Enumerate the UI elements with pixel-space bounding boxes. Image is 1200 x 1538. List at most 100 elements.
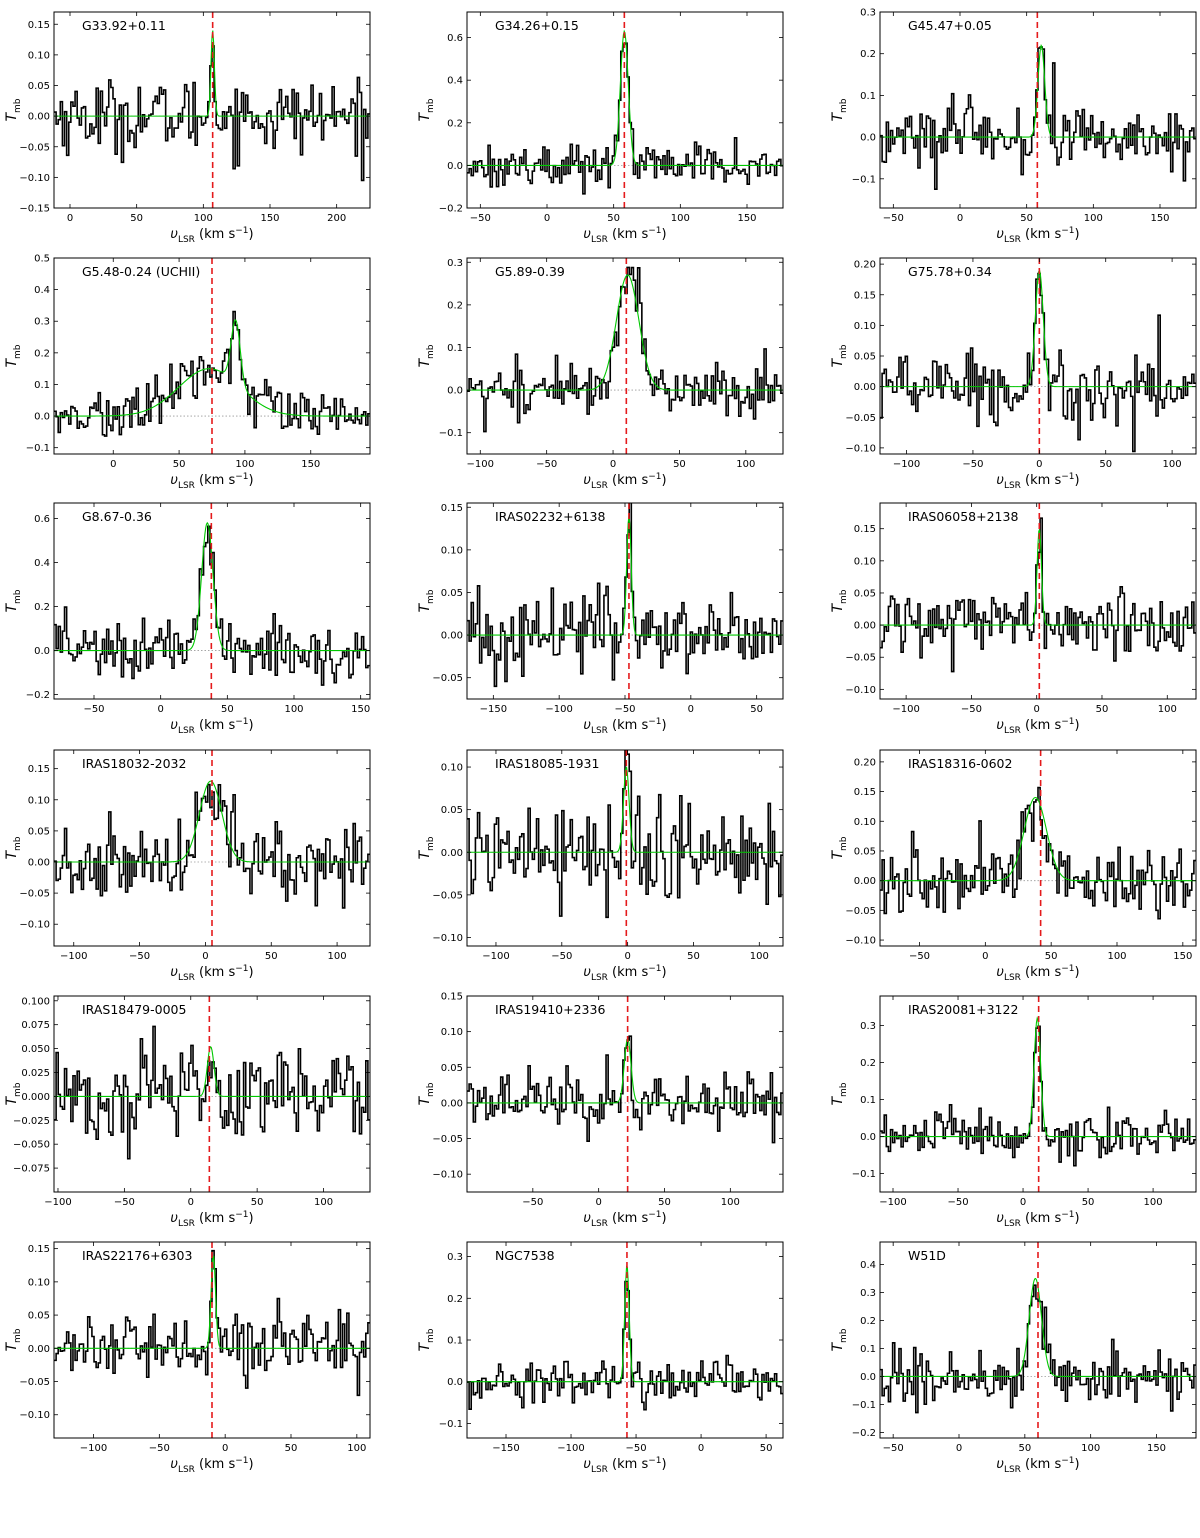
y-tick-label: 0.3: [447, 258, 463, 269]
y-tick-label: 0.0: [34, 412, 50, 423]
axes-frame: [879, 749, 1197, 947]
observed-spectrum: [54, 1025, 370, 1160]
source-name: IRAS22176+6303: [82, 1248, 192, 1263]
axes-frame: [466, 257, 784, 455]
source-name: G5.48-0.24 (UCHII): [82, 264, 200, 279]
axes-frame: [466, 995, 784, 1193]
axes-frame: [53, 502, 371, 700]
gaussian-fit-curve: [54, 521, 370, 652]
x-axis-label: υLSR (km s−1): [583, 226, 666, 245]
x-tick-label: 200: [327, 213, 346, 224]
y-tick-label: −0.10: [432, 933, 463, 944]
gaussian-fit-curve: [54, 1045, 370, 1097]
x-tick-label: 0: [222, 1443, 228, 1454]
y-tick-label: 0.05: [441, 805, 463, 816]
x-tick-label: 100: [1163, 459, 1182, 470]
source-name: G75.78+0.34: [908, 264, 992, 279]
x-tick-label: 50: [760, 1443, 773, 1454]
x-tick-label: 0: [957, 213, 963, 224]
y-axis-label: Tmb: [417, 98, 436, 121]
axes-frame: [53, 995, 371, 1193]
source-name: IRAS06058+2138: [908, 509, 1018, 524]
gaussian-fit-curve: [54, 1255, 370, 1349]
x-tick-label: 100: [235, 459, 254, 470]
y-tick-label: 0.10: [441, 763, 463, 774]
y-tick-label: 0.15: [854, 787, 876, 798]
x-tick-label: 100: [347, 1443, 366, 1454]
x-tick-label: 50: [265, 951, 278, 962]
plot-area: [467, 258, 783, 454]
y-tick-label: 0.0: [447, 161, 463, 172]
source-name: G45.47+0.05: [908, 18, 992, 33]
x-axis-label: υLSR (km s−1): [583, 717, 666, 736]
y-axis-label: Tmb: [4, 344, 23, 367]
y-tick-label: −0.2: [439, 204, 463, 215]
x-axis-label: υLSR (km s−1): [996, 1210, 1079, 1229]
y-tick-label: 0.10: [854, 817, 876, 828]
source-name: IRAS20081+3122: [908, 1002, 1018, 1017]
x-tick-label: 0: [595, 1197, 601, 1208]
gaussian-fit-curve: [467, 515, 783, 636]
x-tick-label: 50: [607, 213, 620, 224]
x-tick-label: 100: [314, 1197, 333, 1208]
y-tick-label: 0.15: [441, 503, 463, 514]
source-name: IRAS02232+6138: [495, 509, 605, 524]
y-tick-label: −0.05: [19, 889, 50, 900]
y-tick-label: 0.0: [34, 646, 50, 657]
x-axis-label: υLSR (km s−1): [170, 717, 253, 736]
y-tick-label: −0.1: [439, 1419, 463, 1430]
y-tick-label: 0.15: [441, 992, 463, 1003]
y-tick-label: 0.2: [447, 118, 463, 129]
axes-frame: [879, 257, 1197, 455]
x-tick-label: 100: [328, 951, 347, 962]
y-tick-label: 0.00: [28, 1344, 50, 1355]
x-tick-label: 50: [251, 1197, 264, 1208]
x-tick-label: −50: [522, 1197, 543, 1208]
observed-spectrum: [54, 783, 370, 909]
y-tick-label: 0.15: [854, 290, 876, 301]
x-axis-label: υLSR (km s−1): [996, 1456, 1079, 1475]
x-tick-label: 100: [1084, 213, 1103, 224]
spectrum-panel-13: −100 −50 0 50 100 −0.075 −0.050 −0.025 0.000 0.02…: [4, 995, 371, 1229]
y-tick-label: 0.05: [854, 588, 876, 599]
x-tick-label: 50: [1018, 1443, 1031, 1454]
y-tick-label: 0.00: [441, 848, 463, 859]
y-tick-label: −0.050: [13, 1140, 50, 1151]
x-tick-label: −50: [962, 459, 983, 470]
y-axis-label: Tmb: [830, 98, 849, 121]
y-tick-label: 0.3: [860, 1288, 876, 1299]
x-tick-label: −50: [614, 704, 635, 715]
x-axis-label: υLSR (km s−1): [583, 1456, 666, 1475]
x-tick-label: 50: [221, 704, 234, 715]
spectrum-panel-14: −50 0 50 100 −0.10 −0.05 0.00 0.05 0.10 0.15 IRAS1…: [417, 992, 784, 1229]
axes-frame: [53, 1241, 371, 1439]
y-tick-label: 0.0: [447, 386, 463, 397]
x-tick-label: 0: [1020, 1197, 1026, 1208]
x-tick-label: −100: [879, 1197, 906, 1208]
y-tick-label: −0.10: [845, 685, 876, 696]
y-tick-label: −0.10: [432, 1170, 463, 1181]
spectrum-panel-2: −50 0 50 100 150 −0.2 0.0 0.2 0.4 0.6 G34.26+0.15 υ…: [417, 11, 784, 245]
y-axis-label: Tmb: [417, 1328, 436, 1351]
y-tick-label: 0.025: [21, 1068, 50, 1079]
x-tick-label: 50: [750, 704, 763, 715]
x-tick-label: 0: [188, 1197, 194, 1208]
plot-area: [467, 750, 783, 946]
spectrum-panel-15: −100 −50 0 50 100 −0.1 0.0 0.1 0.2 0.3 IRAS20081+3…: [830, 995, 1197, 1229]
y-tick-label: 0.2: [447, 1294, 463, 1305]
x-tick-label: −100: [893, 459, 920, 470]
x-tick-label: −100: [80, 1443, 107, 1454]
y-tick-label: 0.10: [28, 1277, 50, 1288]
x-tick-label: 100: [671, 213, 690, 224]
spectrum-panel-6: −100 −50 0 50 100 −0.10 −0.05 0.00 0.05 0.10 0.15 0…: [830, 257, 1197, 491]
x-axis-label: υLSR (km s−1): [170, 1210, 253, 1229]
y-tick-label: 0.000: [21, 1092, 50, 1103]
x-axis-label: υLSR (km s−1): [996, 717, 1079, 736]
gaussian-fit-curve: [880, 796, 1196, 882]
y-tick-label: 0.050: [21, 1044, 50, 1055]
y-tick-label: 0.00: [854, 382, 876, 393]
x-axis-label: υLSR (km s−1): [170, 1456, 253, 1475]
y-tick-label: −0.05: [19, 142, 50, 153]
y-tick-label: 0.1: [447, 1336, 463, 1347]
y-tick-label: 0.4: [34, 285, 50, 296]
